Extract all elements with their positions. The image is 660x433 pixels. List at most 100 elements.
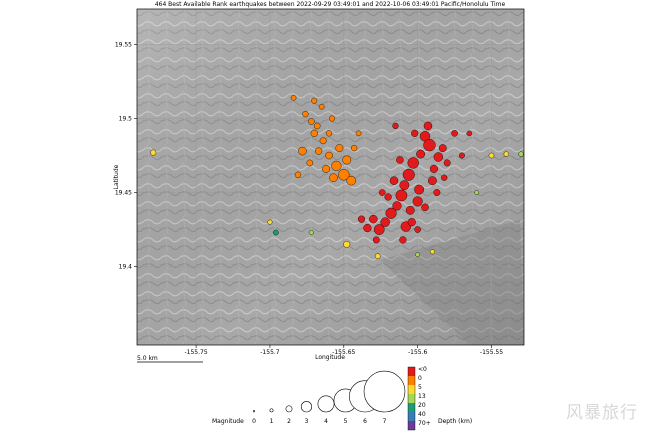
earthquake-point bbox=[428, 176, 437, 186]
depth-legend-swatch bbox=[408, 376, 415, 385]
earthquake-point bbox=[423, 121, 433, 131]
y-tick-label: 19.55 bbox=[115, 42, 132, 49]
earthquake-point bbox=[414, 184, 425, 195]
earthquake-point bbox=[150, 149, 157, 156]
earthquake-point bbox=[423, 139, 436, 152]
magnitude-legend-label: 5 bbox=[344, 418, 348, 425]
earthquake-point bbox=[389, 176, 399, 185]
depth-legend-swatch bbox=[408, 367, 415, 376]
earthquake-point bbox=[357, 215, 366, 223]
earthquake-point bbox=[373, 224, 385, 235]
earthquake-point bbox=[310, 129, 318, 137]
earthquake-point bbox=[402, 168, 415, 181]
earthquake-point bbox=[416, 149, 426, 159]
earthquake-point bbox=[378, 189, 386, 196]
earthquake-point bbox=[466, 130, 473, 137]
earthquake-point bbox=[372, 236, 380, 244]
magnitude-legend: Magnitude 0 1 2 3 4 5 6 7 bbox=[212, 370, 406, 425]
earthquake-point bbox=[369, 214, 378, 224]
y-tick-label: 19.45 bbox=[115, 190, 132, 197]
earthquake-point bbox=[392, 201, 402, 211]
magnitude-legend-label: 4 bbox=[324, 418, 328, 425]
earthquake-point bbox=[325, 130, 333, 137]
earthquake-point bbox=[433, 189, 441, 196]
earthquake-point bbox=[518, 151, 524, 157]
depth-legend-swatch bbox=[408, 412, 415, 421]
earthquake-point bbox=[459, 152, 465, 159]
earthquake-point bbox=[421, 203, 429, 212]
earthquake-point bbox=[313, 122, 321, 130]
x-tick-label: -155.75 bbox=[184, 349, 207, 356]
depth-legend-swatch bbox=[408, 403, 415, 412]
x-tick-label: -155.55 bbox=[480, 349, 503, 356]
earthquake-point bbox=[351, 145, 358, 152]
earthquake-point bbox=[346, 175, 356, 186]
earthquake-point bbox=[335, 144, 344, 153]
scale-bar-label: 5.0 km bbox=[137, 355, 158, 362]
magnitude-legend-label: 7 bbox=[383, 418, 387, 425]
depth-legend-swatch bbox=[408, 385, 415, 394]
depth-legend-label: 5 bbox=[418, 384, 422, 391]
earthquake-point bbox=[322, 164, 330, 173]
depth-legend-label: 70+ bbox=[418, 420, 431, 427]
earthquake-point bbox=[294, 171, 302, 178]
magnitude-legend-label: 1 bbox=[270, 418, 274, 425]
y-tick-label: 19.4 bbox=[119, 264, 133, 271]
earthquake-points bbox=[150, 95, 524, 259]
earthquake-point bbox=[319, 137, 327, 145]
earthquake-point bbox=[395, 189, 408, 202]
earthquake-point bbox=[405, 205, 415, 215]
magnitude-legend-label: 0 bbox=[252, 418, 256, 425]
map-frame bbox=[136, 8, 525, 346]
earthquake-point bbox=[415, 252, 420, 258]
depth-legend-swatch bbox=[408, 394, 415, 403]
earthquake-point bbox=[306, 159, 314, 167]
earthquake-point bbox=[433, 152, 444, 162]
earthquake-point bbox=[298, 146, 307, 156]
earthquake-point bbox=[342, 155, 352, 165]
earthquake-point bbox=[308, 118, 315, 125]
earthquake-point bbox=[399, 180, 410, 191]
y-axis-label: Latitude bbox=[113, 164, 120, 189]
magnitude-legend-circle bbox=[363, 370, 406, 413]
depth-legend-label: 20 bbox=[418, 402, 426, 409]
earthquake-point bbox=[503, 151, 509, 157]
magnitude-legend-circle bbox=[285, 405, 293, 413]
magnitude-legend-label: 6 bbox=[363, 418, 367, 425]
earthquake-point bbox=[412, 196, 423, 207]
earthquake-point bbox=[267, 219, 273, 225]
depth-legend-swatch bbox=[408, 421, 415, 430]
map-border bbox=[136, 8, 525, 346]
depth-legend-title: Depth (km) bbox=[438, 418, 472, 425]
earthquake-point bbox=[411, 129, 419, 137]
magnitude-legend-label: 3 bbox=[305, 418, 309, 425]
x-tick-label: -155.7 bbox=[260, 349, 280, 356]
earthquake-point bbox=[355, 130, 362, 137]
earthquake-point bbox=[407, 157, 419, 169]
earthquake-point bbox=[443, 159, 451, 167]
y-tick-label: 19.5 bbox=[119, 116, 133, 123]
earthquake-point bbox=[311, 97, 318, 104]
earthquake-point bbox=[474, 190, 480, 195]
earthquake-point bbox=[385, 207, 397, 219]
earthquake-point bbox=[290, 95, 297, 101]
earthquake-point bbox=[325, 151, 333, 160]
earthquake-point bbox=[338, 169, 350, 181]
earthquake-point bbox=[363, 223, 372, 233]
earthquake-point bbox=[318, 103, 325, 110]
map-title: 464 Best Available Rank earthquakes betw… bbox=[154, 1, 506, 8]
earthquake-point bbox=[399, 236, 407, 244]
earthquake-point bbox=[488, 152, 495, 159]
earthquake-point bbox=[414, 226, 421, 233]
earthquake-point bbox=[343, 240, 351, 248]
magnitude-legend-circle bbox=[317, 395, 335, 413]
earthquake-point bbox=[451, 130, 458, 137]
earthquake-point bbox=[329, 173, 338, 182]
depth-legend-label: 40 bbox=[418, 411, 426, 418]
magnitude-legend-circle bbox=[269, 408, 274, 413]
earthquake-point bbox=[331, 160, 342, 171]
earthquake-point bbox=[380, 217, 390, 227]
earthquake-point bbox=[384, 193, 392, 201]
earthquake-point bbox=[396, 156, 404, 164]
